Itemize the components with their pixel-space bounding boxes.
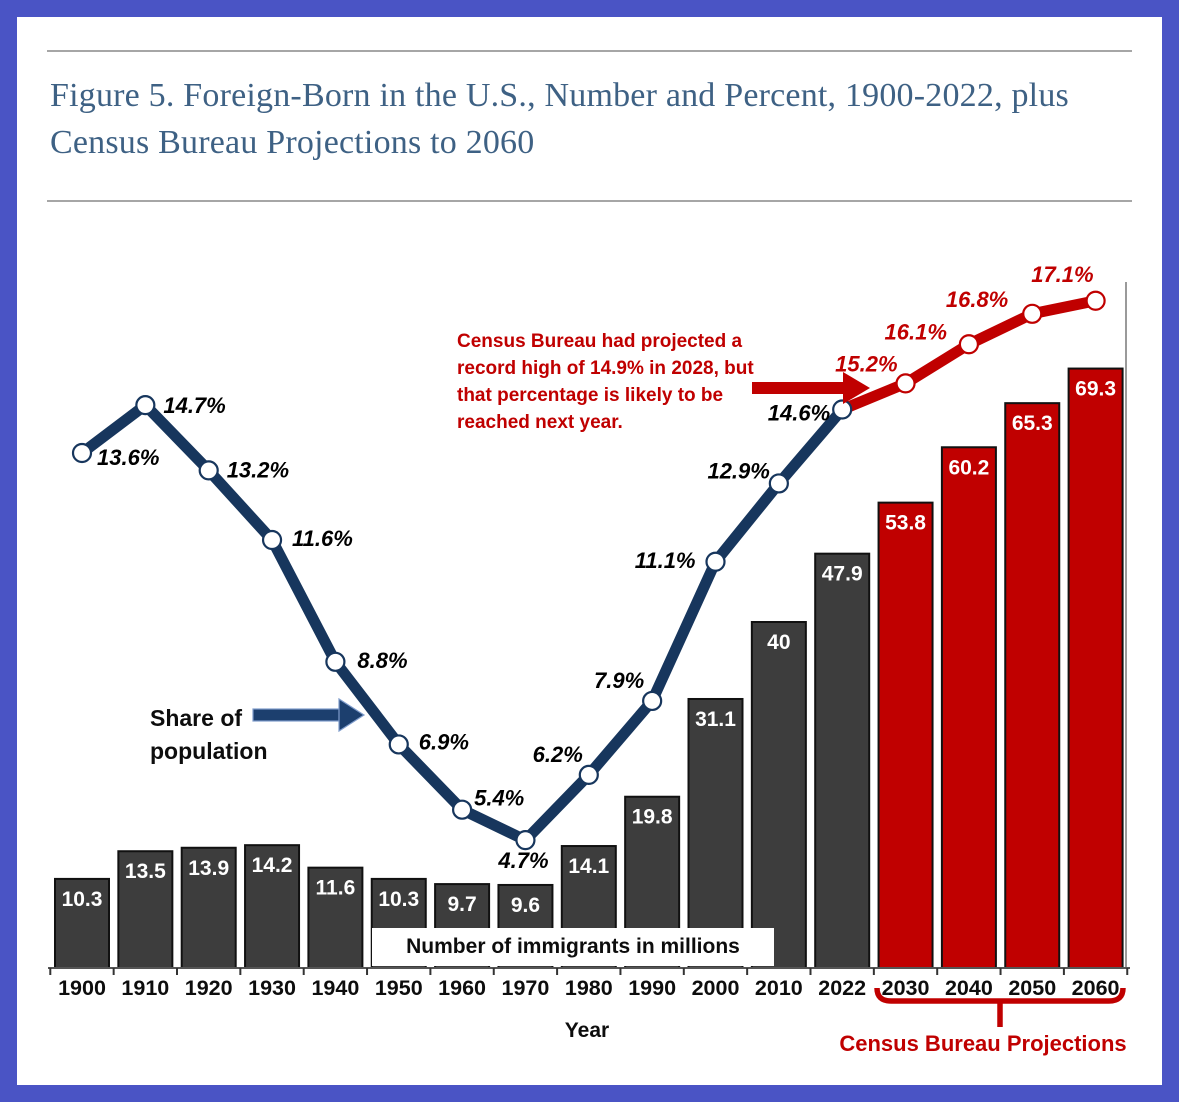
x-tick-label: 2040 xyxy=(945,976,993,1000)
pct-label: 7.9% xyxy=(594,668,644,693)
projection-note-line: that percentage is likely to be xyxy=(457,385,724,406)
projection-note-line: reached next year. xyxy=(457,412,623,433)
x-tick-label: 1900 xyxy=(58,976,106,1000)
data-point-marker xyxy=(768,473,789,494)
title-divider xyxy=(47,200,1132,202)
data-point-marker xyxy=(135,395,156,416)
x-axis-title: Year xyxy=(564,1019,610,1042)
data-point-marker xyxy=(642,690,663,712)
bar-1910 xyxy=(117,850,174,969)
pct-label: 4.7% xyxy=(497,848,548,873)
pct-label: 13.6% xyxy=(97,445,159,470)
bar-1900 xyxy=(54,877,110,970)
data-point-marker xyxy=(452,799,473,820)
bar-2040 xyxy=(940,446,997,969)
pct-label: 6.9% xyxy=(419,729,469,754)
line-series-label-line: Share of xyxy=(150,705,243,731)
x-tick-label: 1910 xyxy=(121,976,169,1000)
bar-value-label: 47.9 xyxy=(822,563,863,586)
bar-value-label: 31.1 xyxy=(695,708,736,731)
projection-bracket-label: Census Bureau Projections xyxy=(839,1031,1127,1056)
bar-value-label: 14.1 xyxy=(568,855,609,878)
data-point-marker xyxy=(71,442,93,464)
bar-2030 xyxy=(877,501,934,969)
bar-2060 xyxy=(1067,367,1124,969)
pct-label: 8.8% xyxy=(357,648,407,673)
bar-2022 xyxy=(814,552,871,969)
data-point-marker xyxy=(388,734,409,755)
data-point-marker xyxy=(895,373,916,394)
figure-title: Figure 5. Foreign-Born in the U.S., Numb… xyxy=(50,77,1069,161)
pct-label: 11.1% xyxy=(635,548,696,573)
data-point-marker xyxy=(832,399,853,420)
bar-value-label: 13.9 xyxy=(188,857,229,880)
bar-series-label: Number of immigrants in millions xyxy=(372,928,774,966)
pct-label: 16.8% xyxy=(946,287,1008,312)
x-tick-label: 2022 xyxy=(818,976,866,1000)
x-tick-label: 2030 xyxy=(882,976,930,1000)
pct-label: 15.2% xyxy=(835,351,897,376)
pct-label: 6.2% xyxy=(533,742,583,767)
bar-1920 xyxy=(180,846,237,970)
x-tick-label: 1980 xyxy=(565,976,613,1000)
pct-label: 5.4% xyxy=(474,786,524,811)
data-point-marker xyxy=(325,651,346,672)
bar-value-label: 9.7 xyxy=(447,893,476,916)
note-arrowhead xyxy=(843,372,870,404)
x-tick-label: 1960 xyxy=(438,976,486,1000)
bar-value-label: 10.3 xyxy=(62,888,103,911)
x-tick-label: 1990 xyxy=(628,976,676,1000)
data-point-marker xyxy=(1085,290,1106,311)
share-label-arrowhead xyxy=(338,697,366,733)
projection-note: Census Bureau had projected a record hig… xyxy=(457,328,787,436)
bar-value-label: 10.3 xyxy=(378,888,419,911)
x-tick-label: 1940 xyxy=(311,976,359,1000)
bar-value-label: 60.2 xyxy=(948,456,989,479)
bar-2000 xyxy=(687,697,744,969)
bar-2010 xyxy=(750,621,807,969)
pct-label: 14.6% xyxy=(768,401,830,426)
x-tick-label: 1950 xyxy=(375,976,423,1000)
data-point-marker xyxy=(578,764,599,786)
x-tick-label: 1970 xyxy=(502,976,550,1000)
bar-value-label: 65.3 xyxy=(1012,412,1053,435)
data-point-marker xyxy=(261,529,283,551)
x-tick-label: 1920 xyxy=(185,976,233,1000)
data-point-marker xyxy=(198,460,219,481)
pct-label: 11.6% xyxy=(292,526,353,551)
x-tick-label: 1930 xyxy=(248,976,296,1000)
bar-value-label: 11.6 xyxy=(316,877,356,900)
x-tick-label: 2060 xyxy=(1072,976,1120,1000)
data-point-marker xyxy=(705,551,726,572)
bar-2050 xyxy=(1004,402,1061,969)
x-tick-label: 2000 xyxy=(692,976,740,1000)
note-arrow xyxy=(752,382,845,394)
x-tick-label: 2010 xyxy=(755,976,803,1000)
line-series-label: Share of population xyxy=(150,702,268,768)
projection-note-line: record high of 14.9% in 2028, but xyxy=(457,358,754,379)
pct-label: 13.2% xyxy=(227,457,289,482)
data-point-marker xyxy=(958,334,980,355)
bar-value-label: 69.3 xyxy=(1075,378,1116,401)
bar-1930 xyxy=(244,844,301,969)
pct-label: 17.1% xyxy=(1031,262,1093,287)
data-point-marker xyxy=(515,830,536,851)
bar-value-label: 19.8 xyxy=(632,806,673,829)
line-series-label-line: population xyxy=(150,738,268,764)
bar-value-label: 40 xyxy=(767,631,790,654)
bar-value-label: 14.2 xyxy=(252,854,293,877)
pct-label: 14.7% xyxy=(163,393,225,418)
projection-note-line: Census Bureau had projected a xyxy=(457,331,743,352)
data-point-marker xyxy=(1022,303,1043,324)
projection-bracket xyxy=(874,987,1126,1027)
bar-value-label: 53.8 xyxy=(885,512,926,535)
x-tick-label: 2050 xyxy=(1008,976,1056,1000)
bar-value-label: 9.6 xyxy=(511,894,540,917)
top-divider xyxy=(47,50,1132,52)
pct-label: 16.1% xyxy=(885,319,947,344)
pct-label: 12.9% xyxy=(707,458,769,483)
bar-value-label: 13.5 xyxy=(125,860,166,883)
